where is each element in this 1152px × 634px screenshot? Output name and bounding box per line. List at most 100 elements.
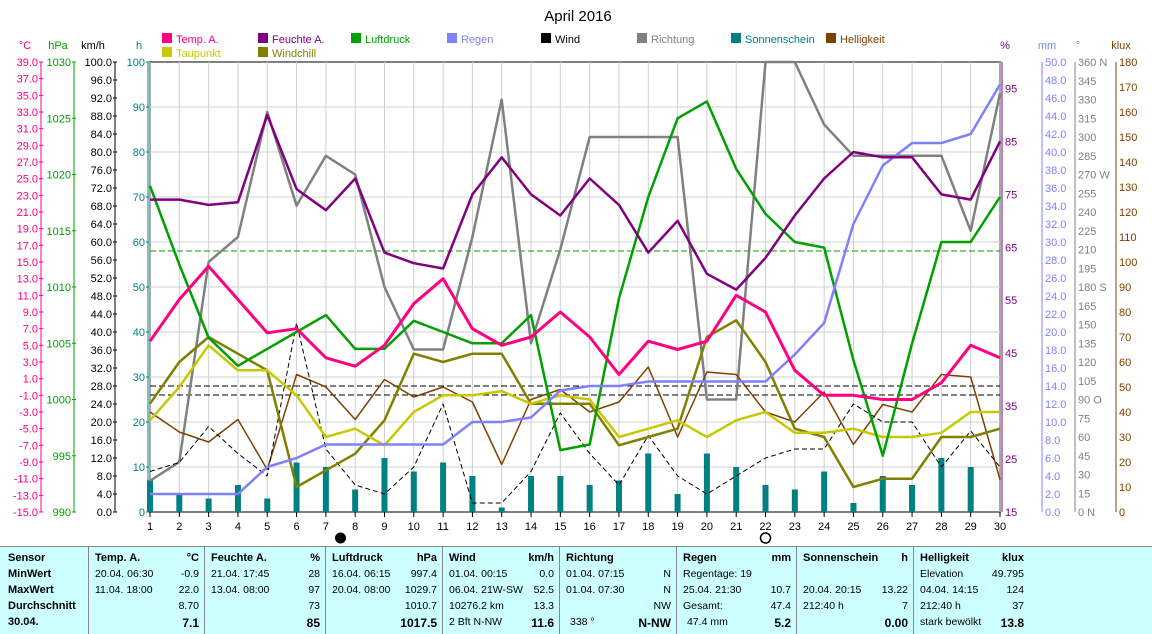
wind-min-date: 01.04. 00:15	[449, 568, 508, 580]
wind-tick: 56.0	[91, 255, 112, 267]
sunshine-bar	[352, 489, 359, 512]
humidity-min-date: 21.04. 17:45	[211, 568, 270, 580]
rain-tick: 6.0	[1045, 453, 1060, 465]
summary-table: Sensor MinWert MaxWert Durchschnitt 30.0…	[0, 546, 1152, 634]
direction-tick: 225	[1078, 226, 1096, 238]
pressure-today: 1017.5	[400, 616, 437, 630]
sun-today: 0.00	[884, 616, 908, 630]
legend-label: Windchill	[272, 48, 316, 60]
wind-max-date: 06.04. 21W-SW	[449, 584, 523, 596]
temp-tick: -7.0	[19, 440, 38, 452]
x-tick-label: 18	[642, 521, 654, 533]
x-tick-label: 14	[525, 521, 537, 533]
rain-tick: 22.0	[1045, 309, 1066, 321]
humidity-tick: 85	[1005, 136, 1017, 148]
wind-tick: 20.0	[91, 417, 112, 429]
lux-avg: 37	[1012, 600, 1024, 612]
temp-tick: 17.0	[17, 240, 38, 252]
lux-unit: klux	[1001, 552, 1024, 564]
sunshine-bar	[498, 507, 505, 512]
direction-avg: NW	[653, 600, 672, 612]
sun-tick: 80	[133, 147, 145, 159]
temp-tick: 37.0	[17, 74, 38, 86]
wind-tick: 40.0	[91, 327, 112, 339]
pressure-tick: 1020	[47, 170, 71, 182]
x-tick-label: 9	[381, 521, 387, 533]
humidity-tick: 55	[1005, 295, 1017, 307]
humidity-axis-label: %	[1000, 40, 1010, 52]
humidity-today: 85	[306, 616, 320, 630]
wind-tick: 100.0	[84, 57, 112, 69]
sunshine-bar	[147, 480, 153, 512]
rain-tick: 46.0	[1045, 93, 1066, 105]
temp-title: Temp. A.	[95, 552, 141, 564]
rain-max-date: 25.04. 21:30	[683, 584, 742, 596]
sunshine-bar	[440, 462, 447, 512]
sun-tick: 20	[133, 417, 145, 429]
pressure-tick: 1005	[47, 338, 71, 350]
temp-today: 7.1	[182, 616, 199, 630]
wind-tick: 28.0	[91, 381, 112, 393]
temp-min-val: -0.9	[180, 568, 199, 580]
summary-temp: Temp. A. °C 20.04. 06:30 -0.9 11.04. 18:00…	[88, 547, 205, 634]
temp-tick: 15.0	[17, 257, 38, 269]
x-tick-label: 21	[730, 521, 742, 533]
x-tick-label: 16	[584, 521, 596, 533]
direction-tick: 315	[1078, 113, 1096, 125]
legend-swatch	[351, 33, 361, 43]
lux-max-val: 124	[1006, 584, 1024, 596]
temp-tick: 13.0	[17, 274, 38, 286]
label-date: 30.04.	[8, 616, 39, 628]
lux-elevation-label: Elevation	[920, 568, 964, 580]
x-tick-label: 27	[906, 521, 918, 533]
label-avg: Durchschnitt	[8, 600, 76, 612]
rain-tick: 48.0	[1045, 75, 1066, 87]
lux-tick: 150	[1119, 132, 1137, 144]
pressure-max-date: 20.04. 08:00	[332, 584, 391, 596]
x-tick-label: 8	[352, 521, 358, 533]
rain-tick: 20.0	[1045, 327, 1066, 339]
temp-tick: 29.0	[17, 140, 38, 152]
rain-tick: 10.0	[1045, 417, 1066, 429]
sunshine-bar	[410, 471, 417, 512]
temp-min-date: 20.04. 06:30	[95, 568, 154, 580]
lux-tick: 130	[1119, 182, 1137, 194]
series-line-feuchte-a	[150, 113, 1002, 291]
temp-tick: -5.0	[19, 424, 38, 436]
sun-tick: 100	[127, 57, 145, 69]
x-tick-label: 11	[437, 521, 448, 533]
lux-axis-label: klux	[1111, 40, 1131, 52]
summary-labels: Sensor MinWert MaxWert Durchschnitt 30.0…	[0, 547, 88, 634]
wind-tick: 88.0	[91, 111, 112, 123]
temp-tick: 33.0	[17, 107, 38, 119]
direction-tick: 300	[1078, 132, 1096, 144]
direction-tick: 330	[1078, 95, 1096, 107]
lux-tick: 90	[1119, 282, 1131, 294]
direction-tick: 15	[1078, 488, 1090, 500]
x-tick-label: 10	[408, 521, 420, 533]
pressure-tick: 1030	[47, 57, 71, 69]
wind-tick: 8.0	[97, 471, 112, 483]
direction-tick: 150	[1078, 320, 1096, 332]
direction-max-val: N	[663, 584, 671, 596]
series-lines	[148, 60, 1002, 504]
wind-avg-label: 10276.2 km	[449, 600, 504, 612]
axes: °C 39.0 37.0 35.0 33.0 31.0 29.0 27.0 25.0 23.0 21…	[13, 40, 1137, 519]
lux-tick: 100	[1119, 257, 1137, 269]
rain-unit: mm	[771, 552, 791, 564]
sun-tick: 60	[133, 237, 145, 249]
sunshine-bar	[615, 480, 622, 512]
series-line-richtung	[149, 60, 1002, 482]
lux-tick: 30	[1119, 432, 1131, 444]
pressure-unit: hPa	[416, 552, 437, 564]
legend-label: Sonnenschein	[745, 34, 815, 46]
lux-tick: 160	[1119, 107, 1137, 119]
sunshine-bar	[557, 476, 564, 512]
summary-wind: Wind km/h 01.04. 00:15 0.0 06.04. 21W-SW 52…	[442, 547, 560, 634]
temp-tick: -1.0	[19, 390, 38, 402]
pressure-avg: 1010.7	[404, 600, 437, 612]
wind-tick: 44.0	[91, 309, 112, 321]
lux-max-date: 04.04. 14:15	[920, 584, 979, 596]
moon-phases	[335, 532, 772, 544]
rain-tick: 14.0	[1045, 381, 1066, 393]
